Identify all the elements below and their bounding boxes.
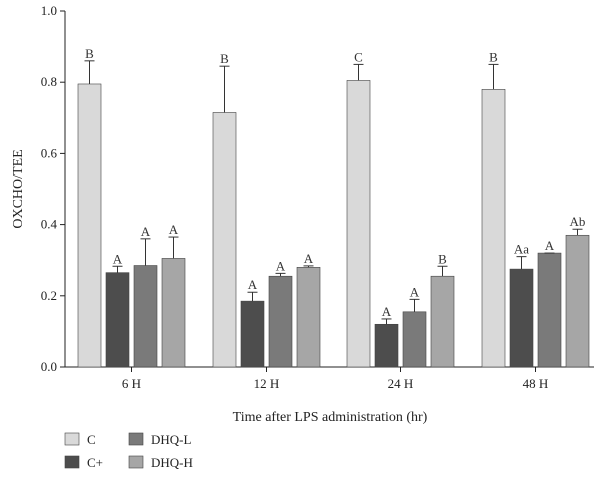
bar-dhq-h-2 [296, 267, 321, 368]
y-tick-label: 0.0 [41, 359, 57, 374]
legend-label: C+ [87, 455, 103, 470]
significance-label: A [276, 258, 286, 273]
x-axis-title: Time after LPS administration (hr) [233, 410, 428, 425]
significance-label: B [438, 251, 447, 266]
significance-label: B [489, 49, 498, 64]
significance-label: B [220, 51, 229, 66]
significance-label: A [169, 222, 179, 237]
significance-label: A [545, 238, 555, 253]
x-tick-label: 6 H [122, 376, 141, 391]
x-ticks: 6 H 12 H 24 H 48 H [122, 367, 548, 391]
bar-c--3 [374, 323, 399, 368]
bar-c-3 [346, 80, 371, 368]
legend-swatch [128, 432, 144, 446]
significance-label: Ab [570, 214, 586, 229]
y-tick-label: 0.8 [41, 74, 57, 89]
bar-dhq-h-3 [430, 275, 455, 368]
significance-label: A [141, 224, 151, 239]
significance-label: A [410, 284, 420, 299]
legend-swatch [64, 432, 80, 446]
bar-dhq-h-4 [565, 234, 590, 368]
bar-dhq-l-2 [268, 275, 293, 368]
significance-label: A [248, 277, 258, 292]
bar-dhq-l-4 [537, 252, 562, 368]
y-ticks: 0.0 0.2 0.4 0.6 0.8 1.0 [41, 3, 65, 374]
bar-dhq-l-1 [133, 265, 158, 368]
significance-label: B [85, 46, 94, 61]
y-tick-label: 1.0 [41, 3, 57, 18]
y-tick-label: 0.6 [41, 145, 58, 160]
legend-swatch [128, 455, 144, 469]
significance-label: A [304, 251, 314, 266]
bar-c-1 [77, 83, 102, 368]
bar-dhq-l-3 [402, 311, 427, 368]
bar-c--4 [509, 268, 534, 368]
legend-label: DHQ-L [151, 432, 191, 447]
bar-c-2 [212, 112, 237, 368]
bars: B A A A B A A A C A A B B Aa A Ab [77, 46, 590, 368]
y-tick-label: 0.2 [41, 288, 57, 303]
significance-label: A [113, 251, 123, 266]
bar-dhq-h-1 [161, 258, 186, 368]
significance-label: C [354, 49, 363, 64]
bar-c--2 [240, 300, 265, 368]
significance-label: Aa [514, 242, 529, 257]
legend-swatch [64, 455, 80, 469]
legend: C C+ DHQ-L DHQ-H [64, 432, 193, 470]
y-axis-title: OXCHO/TEE [11, 149, 26, 228]
bar-c-4 [481, 89, 506, 368]
x-tick-label: 24 H [388, 376, 414, 391]
x-tick-label: 12 H [254, 376, 280, 391]
legend-label: C [87, 432, 96, 447]
x-tick-label: 48 H [523, 376, 549, 391]
y-tick-label: 0.4 [41, 217, 58, 232]
legend-label: DHQ-H [151, 455, 193, 470]
bar-c--1 [105, 272, 130, 368]
significance-label: A [382, 304, 392, 319]
